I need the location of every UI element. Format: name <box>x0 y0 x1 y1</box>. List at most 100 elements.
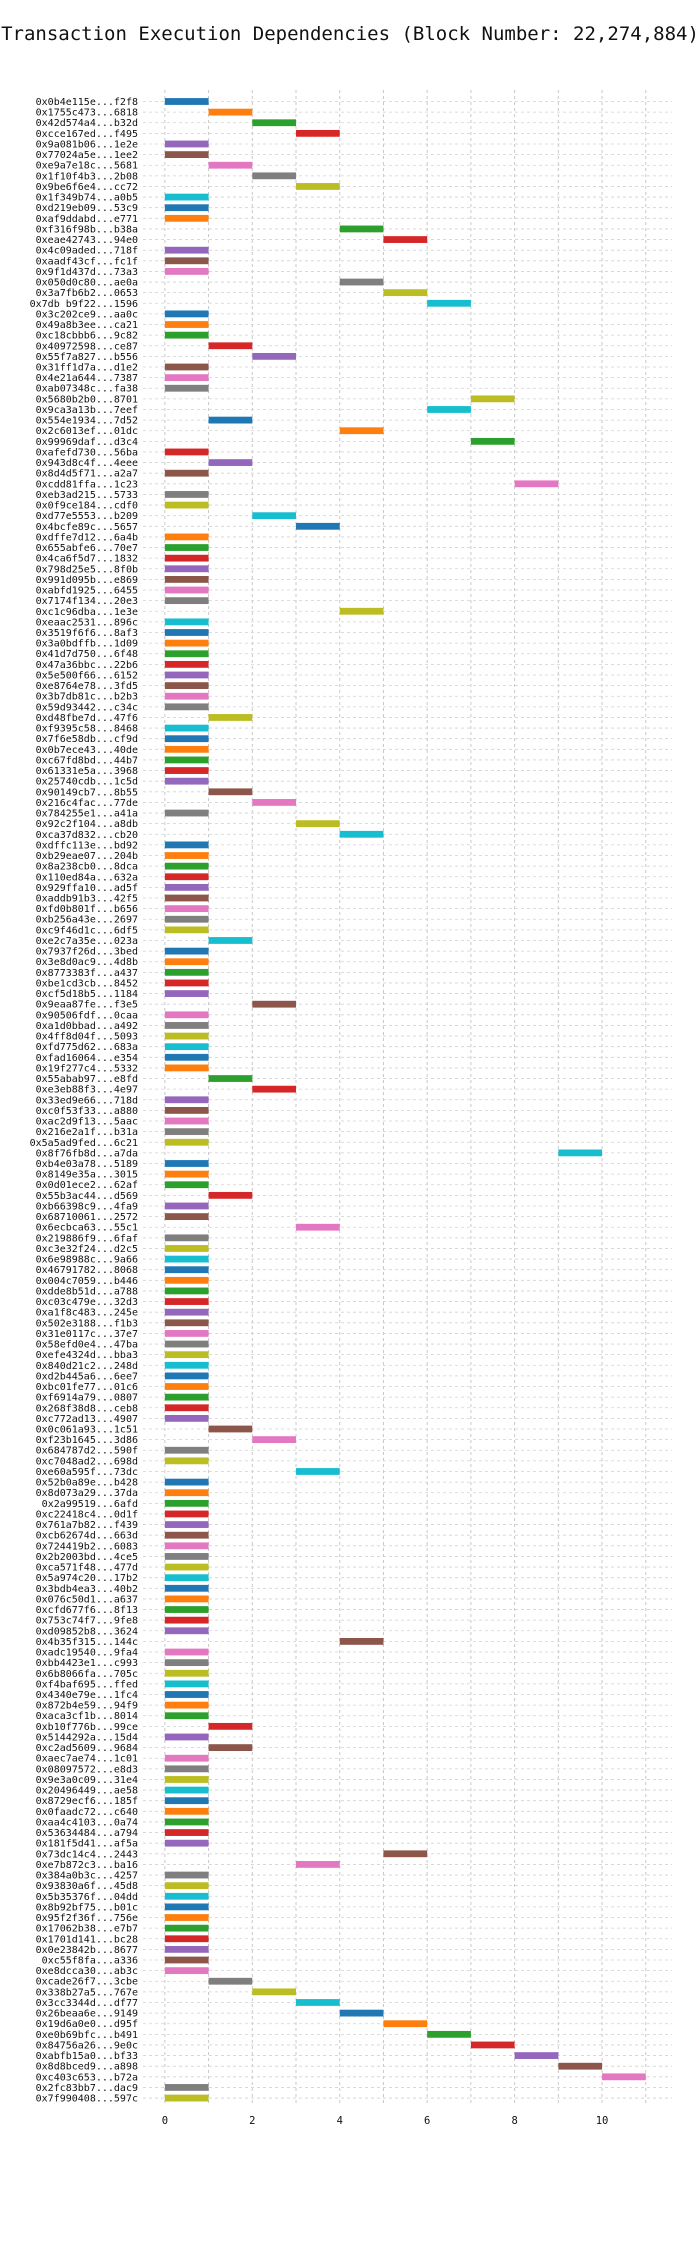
transaction-bar <box>427 406 471 413</box>
transaction-label: 0x9e3a0c09...31e4 <box>36 1775 138 1786</box>
transaction-label: 0xd77e5553...b209 <box>36 511 138 522</box>
transaction-bar <box>164 1308 209 1316</box>
transaction-bar <box>164 852 209 859</box>
transaction-bar <box>164 2094 209 2102</box>
transaction-bar <box>164 246 209 254</box>
transaction-label: 0x5e500f66...6152 <box>36 670 138 681</box>
transaction-bar <box>164 1627 209 1635</box>
transaction-bar <box>208 1977 253 1985</box>
transaction-bar <box>164 1107 209 1114</box>
transaction-label: 0xd2b445a6...6ee7 <box>36 1371 138 1382</box>
transaction-bar <box>164 491 209 498</box>
transaction-label: 0xd09852b8...3624 <box>36 1626 138 1637</box>
transaction-bar <box>164 214 209 222</box>
transaction-label: 0x7f6e58db...cf9d <box>36 734 138 745</box>
transaction-bar <box>164 979 209 987</box>
transaction-label: 0xaca3cf1b...8014 <box>36 1711 138 1722</box>
transaction-bar <box>164 756 209 764</box>
transaction-bar <box>252 119 297 127</box>
transaction-label: 0x050d0c80...ae0a <box>36 278 138 289</box>
transaction-label: 0xdde8b51d...a788 <box>36 1286 138 1297</box>
transaction-label: 0x655abfe6...70e7 <box>36 543 138 554</box>
transaction-label: 0x216e2a1f...b31a <box>36 1127 138 1138</box>
transaction-label: 0x52b0a89e...b428 <box>36 1478 138 1489</box>
transaction-label: 0x2a99519...6afd <box>42 1499 138 1510</box>
transaction-label: 0x5b35376f...04dd <box>36 1892 138 1903</box>
transaction-bar <box>164 1276 209 1284</box>
transaction-label: 0x9ca3a13b...7eef <box>36 405 138 416</box>
transaction-bar <box>164 1287 209 1295</box>
transaction-bar <box>514 480 559 488</box>
transaction-bar <box>208 459 253 466</box>
transaction-label: 0xaec7ae74...1c01 <box>36 1754 138 1765</box>
transaction-bar <box>427 2030 471 2038</box>
transaction-label: 0x8773383f...a437 <box>36 968 138 979</box>
transaction-bar <box>252 1988 297 1996</box>
transaction-bar <box>164 1531 209 1539</box>
transaction-bar <box>164 1818 209 1826</box>
transaction-label: 0xcf5d18b5...1184 <box>36 989 138 1000</box>
transaction-bar <box>208 1191 253 1199</box>
transaction-label: 0x219886f9...6faf <box>36 1233 138 1244</box>
transaction-label: 0x42d574a4...b32d <box>36 118 138 129</box>
transaction-label: 0x5a5ad9fed...6c21 <box>30 1138 138 1149</box>
transaction-label: 0x08097572...e8d3 <box>36 1764 138 1775</box>
transaction-bar <box>164 1330 209 1337</box>
transaction-label: 0x753c74f7...9fe8 <box>36 1616 138 1627</box>
transaction-bar <box>252 1000 297 1008</box>
transaction-label: 0xe9a7e18c...5681 <box>36 161 138 172</box>
transaction-label: 0x216c4fac...77de <box>36 798 138 809</box>
transaction-bar <box>164 1255 209 1263</box>
x-tick-label: 6 <box>424 2115 430 2127</box>
transaction-label: 0x6e98988c...9a66 <box>36 1255 138 1266</box>
transaction-label: 0xe8764e78...3fd5 <box>36 681 138 692</box>
transaction-bar <box>164 1489 209 1497</box>
transaction-label: 0x90149cb7...8b55 <box>36 787 138 798</box>
transaction-bar <box>164 469 209 477</box>
transaction-bar <box>164 1935 209 1943</box>
transaction-bar <box>164 448 209 456</box>
transaction-label: 0xe0b69bfc...b491 <box>36 2030 138 2041</box>
transaction-bar <box>602 2073 646 2081</box>
transaction-label: 0x784255e1...a41a <box>36 809 138 820</box>
transaction-label: 0xaf9ddabd...e771 <box>36 214 138 225</box>
transaction-bar <box>164 1351 209 1359</box>
transaction-label: 0x4c09aded...718f <box>36 246 138 257</box>
transaction-label: 0x47a36bbc...22b6 <box>36 660 138 671</box>
transaction-label: 0x68710061...2572 <box>36 1212 138 1223</box>
transaction-label: 0x338b27a5...767e <box>36 1987 138 1998</box>
transaction-label: 0x59d93442...c34c <box>36 702 138 713</box>
transaction-bar <box>164 151 209 158</box>
transaction-label: 0x19d6a0e0...d95f <box>36 2019 138 2030</box>
x-tick-label: 0 <box>162 2115 168 2127</box>
transaction-bar <box>208 1744 253 1751</box>
transaction-label: 0x8149e35a...3015 <box>36 1170 138 1181</box>
x-tick-labels: 0 2 4 6 8 10 <box>162 2115 609 2127</box>
transaction-label: 0x77024a5e...1ee2 <box>36 150 138 161</box>
transaction-bar <box>164 1924 209 1932</box>
transaction-bar <box>252 1085 297 1093</box>
transaction-bar <box>164 310 209 318</box>
transaction-bar <box>383 2020 428 2028</box>
transaction-label: 0x0f9ce184...cdf0 <box>36 501 138 512</box>
transaction-label: 0xe3eb88f3...4e97 <box>36 1085 138 1096</box>
transaction-bar <box>164 1181 209 1189</box>
transaction-bar <box>164 1096 209 1104</box>
transaction-label: 0x55b3ac44...d569 <box>36 1191 138 1202</box>
transaction-bar <box>164 1659 209 1667</box>
transaction-label: 0x9be6f6e4...cc72 <box>36 182 138 193</box>
transaction-bar <box>164 1414 209 1422</box>
transaction-bar <box>164 1361 209 1369</box>
y-tick-labels: 0x0b4e115e...f2f80x1755c473...68180x42d5… <box>30 97 138 2105</box>
transaction-label: 0x1f10f4b3...2b08 <box>36 171 138 182</box>
transaction-bar <box>164 1319 209 1327</box>
transaction-bar <box>164 1648 209 1656</box>
transaction-label: 0xc1c96dba...1e3e <box>36 607 138 618</box>
transaction-label: 0x5144292a...15d4 <box>36 1732 138 1743</box>
transaction-bar <box>164 1691 209 1698</box>
transaction-label: 0x4ca6f5d7...1832 <box>36 554 138 565</box>
transaction-bar <box>164 193 209 201</box>
transaction-bar <box>252 799 297 806</box>
transaction-bar <box>339 1638 384 1645</box>
